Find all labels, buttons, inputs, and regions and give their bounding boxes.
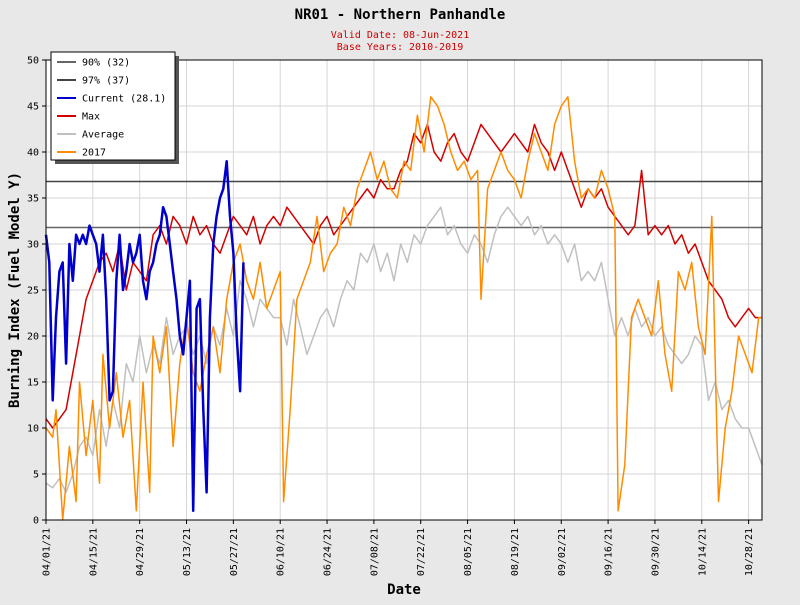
- x-axis-ticks: 04/01/21 04/15/21 04/29/21 05/13/21 05/27/21…: [42, 520, 755, 576]
- chart-subtitle-valid-date: Valid Date: 08-Jun-2021: [331, 30, 469, 41]
- y-tick-label: 20: [27, 332, 39, 343]
- x-tick-label: 07/08/21: [369, 528, 380, 576]
- chart-subtitle-base-years: Base Years: 2010-2019: [337, 42, 463, 53]
- y-tick-label: 35: [27, 194, 39, 205]
- legend-items: 90% (32) 97% (37) Current (28.1) Max Average…: [57, 58, 166, 159]
- legend-label: Max: [82, 112, 100, 123]
- series-line-max: [45, 123, 762, 429]
- legend-label: 97% (37): [82, 76, 130, 87]
- x-tick-label: 08/05/21: [463, 528, 474, 576]
- legend-label: 2017: [82, 148, 106, 159]
- y-axis-ticks: 0 5 10 15 20 25 30 35 40 45 50: [27, 56, 46, 527]
- chart-legend: 90% (32) 97% (37) Current (28.1) Max Average…: [50, 51, 179, 164]
- y-tick-label: 5: [33, 470, 39, 481]
- legend-box: [50, 51, 176, 161]
- x-tick-label: 06/24/21: [323, 528, 334, 576]
- y-tick-label: 10: [27, 424, 39, 435]
- y-tick-label: 50: [27, 56, 39, 67]
- chart-title: NR01 - Northern Panhandle: [295, 7, 506, 23]
- x-tick-label: 07/22/21: [416, 528, 427, 576]
- y-axis-label: Burning Index (Fuel Model Y): [7, 172, 23, 408]
- y-tick-label: 15: [27, 378, 39, 389]
- x-tick-label: 06/10/21: [276, 528, 287, 576]
- x-tick-label: 09/16/21: [604, 528, 615, 576]
- x-tick-label: 10/14/21: [697, 528, 708, 576]
- y-tick-label: 30: [27, 240, 39, 251]
- legend-label: Current (28.1): [82, 94, 166, 105]
- series-line-current: [44, 159, 245, 513]
- legend-label: Average: [82, 130, 124, 141]
- x-tick-label: 04/29/21: [135, 528, 146, 576]
- legend-label: 90% (32): [82, 58, 130, 69]
- x-tick-label: 04/01/21: [42, 528, 53, 576]
- series-line-average: [45, 206, 763, 494]
- x-tick-label: 05/13/21: [182, 528, 193, 576]
- x-tick-label: 08/19/21: [510, 528, 521, 576]
- y-tick-label: 45: [27, 102, 39, 113]
- y-tick-label: 40: [27, 148, 39, 159]
- y-tick-label: 0: [33, 516, 39, 527]
- series-line-2017: [45, 96, 762, 521]
- x-tick-label: 10/28/21: [744, 528, 755, 576]
- x-tick-label: 09/30/21: [650, 528, 661, 576]
- data-series: [44, 96, 763, 521]
- y-tick-label: 25: [27, 286, 39, 297]
- x-axis-label: Date: [387, 582, 421, 598]
- x-tick-label: 04/15/21: [88, 528, 99, 576]
- x-tick-label: 09/02/21: [557, 528, 568, 576]
- x-tick-label: 05/27/21: [229, 528, 240, 576]
